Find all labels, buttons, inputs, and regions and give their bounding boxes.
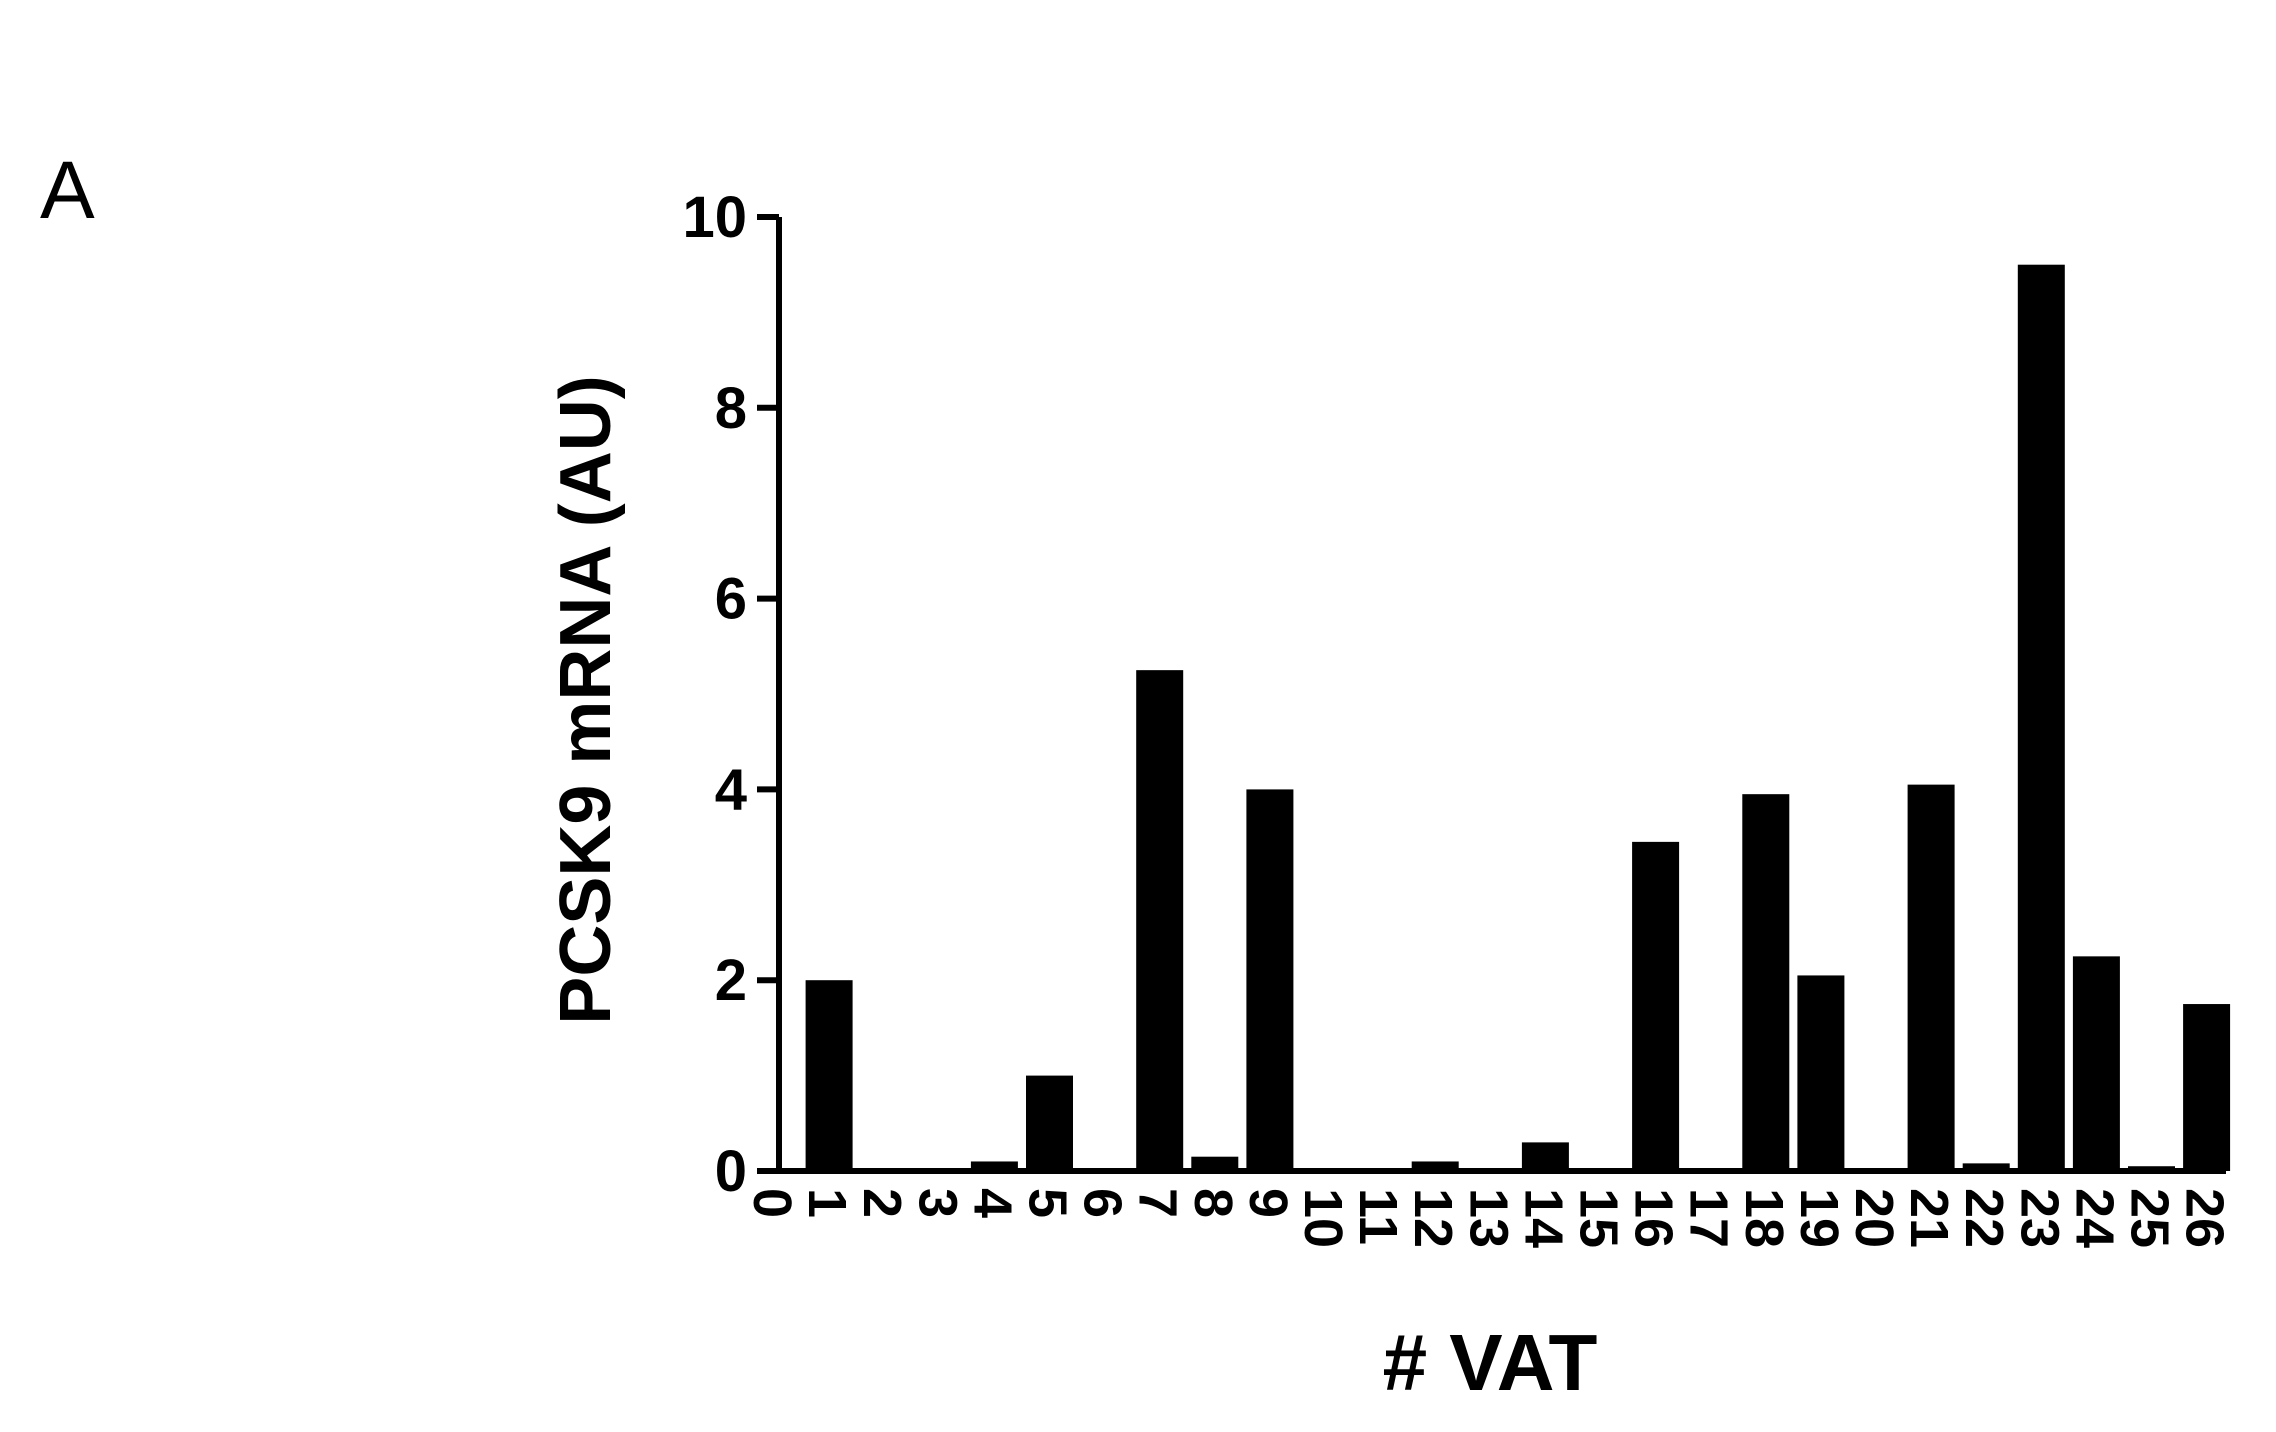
x-tick-label: 21	[1899, 1188, 1959, 1248]
bar	[1742, 794, 1790, 1171]
x-tick-label: 24	[2064, 1188, 2124, 1248]
y-tick-label: 0	[715, 1139, 747, 1204]
bar	[1962, 1163, 2010, 1171]
x-tick-label: 13	[1458, 1188, 1518, 1248]
x-tick-label: 3	[907, 1188, 967, 1218]
bar	[1191, 1156, 1239, 1171]
x-axis-title: # VAT	[1383, 1318, 1598, 1407]
x-tick-label: 18	[1734, 1188, 1794, 1248]
bar	[1136, 670, 1184, 1171]
bar	[970, 1161, 1018, 1171]
y-tick-label: 10	[682, 185, 747, 250]
bar	[1907, 784, 1955, 1171]
bar	[1521, 1142, 1569, 1171]
y-tick-label: 4	[715, 757, 747, 822]
x-tick-label: 20	[1844, 1188, 1904, 1248]
y-tick-label: 8	[715, 376, 747, 441]
x-tick-label: 23	[2009, 1188, 2069, 1248]
bar	[2072, 956, 2120, 1171]
x-tick-label: 14	[1513, 1188, 1573, 1248]
bar	[2017, 264, 2065, 1171]
bar	[1411, 1161, 1459, 1171]
x-tick-label: 0	[742, 1188, 802, 1218]
x-tick-label: 15	[1569, 1188, 1629, 1248]
x-tick-label: 17	[1679, 1188, 1739, 1248]
bar	[1797, 975, 1845, 1171]
y-axis-title: PCSK9 mRNA (AU)	[546, 375, 626, 1024]
x-tick-label: 26	[2175, 1188, 2235, 1248]
bar	[1026, 1075, 1073, 1171]
x-tick-label: 25	[2120, 1188, 2180, 1248]
bar	[1246, 789, 1294, 1171]
bar	[2128, 1166, 2175, 1171]
x-tick-label: 8	[1183, 1188, 1243, 1218]
x-tick-label: 16	[1624, 1188, 1684, 1248]
panel-label: A	[40, 145, 95, 236]
x-tick-label: 19	[1789, 1188, 1849, 1248]
x-tick-label: 5	[1018, 1188, 1078, 1218]
x-tick-label: 9	[1238, 1188, 1298, 1218]
x-tick-label: 1	[797, 1188, 857, 1218]
bar	[1632, 841, 1680, 1171]
x-tick-label: 11	[1348, 1188, 1408, 1245]
x-tick-label: 22	[1954, 1188, 2014, 1248]
x-tick-label: 7	[1128, 1188, 1188, 1218]
x-tick-label: 2	[852, 1188, 912, 1218]
x-tick-label: 12	[1403, 1188, 1463, 1248]
bar	[805, 980, 853, 1171]
y-tick-label: 6	[715, 567, 747, 632]
x-tick-label: 6	[1073, 1188, 1133, 1218]
bar	[2183, 1004, 2231, 1171]
x-tick-label: 10	[1293, 1188, 1353, 1248]
x-tick-label: 4	[962, 1188, 1022, 1218]
y-tick-label: 2	[715, 948, 747, 1013]
